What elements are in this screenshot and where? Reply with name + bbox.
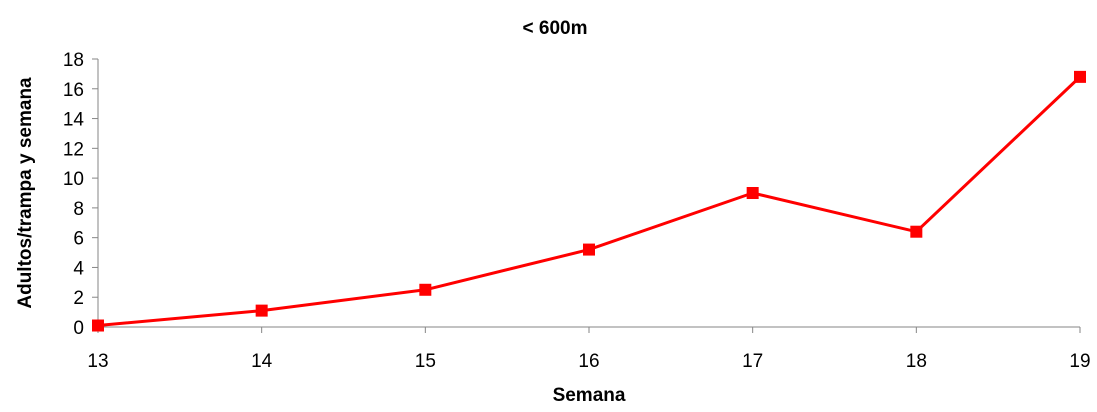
y-tick-label: 10 <box>63 169 84 190</box>
data-point-marker <box>419 283 432 296</box>
series-layer <box>92 70 1086 332</box>
y-tick-label: 2 <box>73 288 84 309</box>
data-point-marker <box>1074 70 1086 83</box>
x-axis-ticks: 13 14 15 16 17 18 19 <box>87 327 1091 372</box>
x-axis-title: Semana <box>553 385 626 406</box>
data-point-marker <box>746 187 759 199</box>
data-point-marker <box>255 304 268 317</box>
x-tick-label: 16 <box>578 351 599 372</box>
y-axis-ticks: 0 2 4 6 8 10 12 14 16 18 <box>63 50 98 339</box>
y-tick-label: 8 <box>73 199 84 220</box>
data-point-marker <box>583 243 595 256</box>
series-line <box>97 75 1082 328</box>
chart-title: < 600m <box>523 18 588 39</box>
data-point-marker <box>92 319 104 332</box>
data-point-marker <box>910 225 923 238</box>
x-tick-label: 13 <box>87 351 108 372</box>
x-tick-label: 17 <box>742 351 763 372</box>
y-tick-label: 0 <box>73 318 84 339</box>
y-tick-label: 18 <box>63 50 84 71</box>
x-tick-label: 15 <box>415 351 436 372</box>
y-tick-label: 12 <box>63 139 84 160</box>
y-tick-label: 16 <box>63 80 84 101</box>
y-tick-label: 6 <box>73 229 84 250</box>
x-tick-label: 18 <box>906 351 927 372</box>
x-tick-label: 14 <box>251 351 273 372</box>
y-tick-label: 4 <box>73 258 84 279</box>
y-axis-title: Adultos/trampa y semana <box>15 77 36 309</box>
x-tick-label: 19 <box>1069 351 1090 372</box>
y-tick-label: 14 <box>63 110 85 131</box>
